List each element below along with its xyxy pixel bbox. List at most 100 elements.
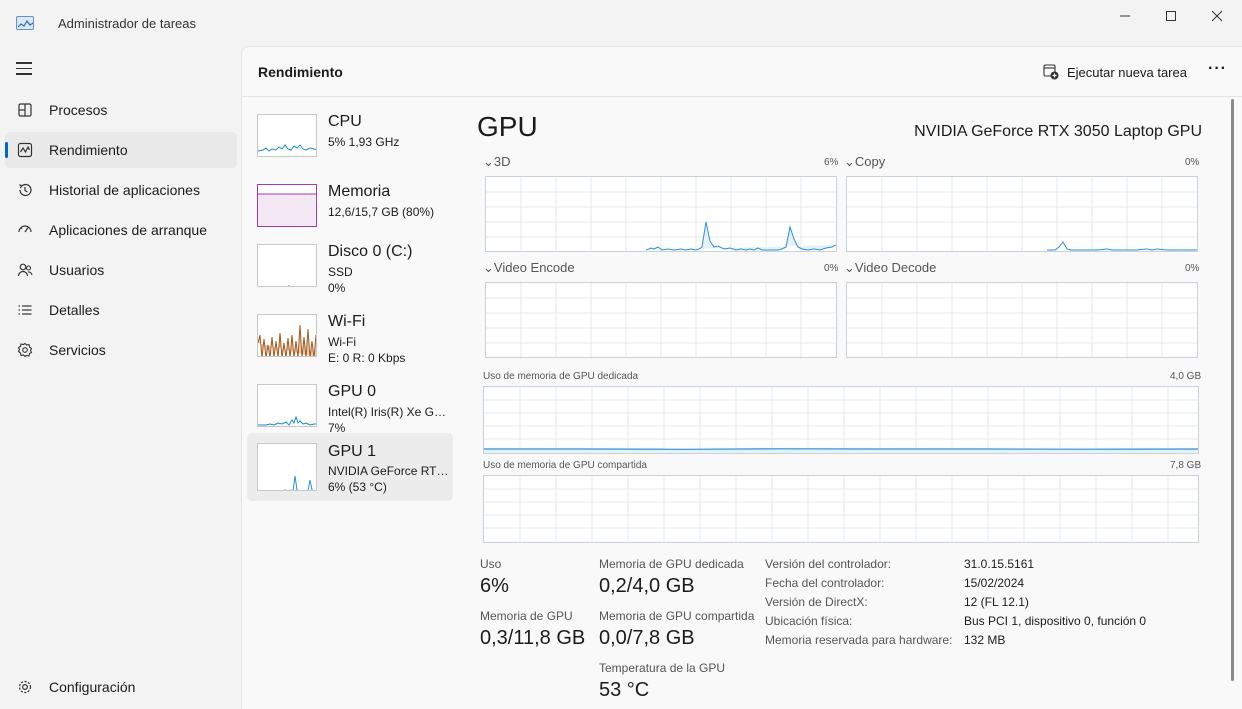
sidebar-item-label: Servicios xyxy=(49,342,106,358)
device-memory[interactable]: Memoria 12,6/15,7 GB (80%) xyxy=(247,172,453,240)
cpu-thumbnail-graph xyxy=(257,114,317,157)
dedicated-memory-stat-label: Memoria de GPU dedicada xyxy=(599,557,744,571)
engine-video-decode-pct: 0% xyxy=(1185,263,1200,274)
processes-icon xyxy=(16,101,34,119)
engine-label: Copy xyxy=(854,154,886,169)
engine-copy-svg xyxy=(847,177,1197,251)
more-options-button[interactable]: ··· xyxy=(1208,60,1227,77)
gpu-temperature-value: 53 °C xyxy=(599,679,650,701)
maximize-button[interactable] xyxy=(1148,0,1194,32)
sidebar-item-label: Historial de aplicaciones xyxy=(49,182,200,198)
shared-memory-stat-value: 0,0/7,8 GB xyxy=(599,627,695,649)
gpu1-thumbnail-graph xyxy=(257,443,317,491)
driver-date-label: Fecha del controlador: xyxy=(765,576,885,590)
sidebar-item-label: Procesos xyxy=(49,102,108,118)
device-cpu[interactable]: CPU 5% 1,93 GHz xyxy=(247,102,453,170)
close-button[interactable] xyxy=(1194,0,1240,32)
engine-3d-graph xyxy=(485,176,837,252)
engine-label: 3D xyxy=(493,154,511,169)
dedicated-memory-graph xyxy=(483,386,1199,454)
device-usage: 0% xyxy=(328,281,346,295)
engine-label: Video Decode xyxy=(854,260,937,275)
sidebar-item-performance[interactable]: Rendimiento xyxy=(5,132,237,168)
settings-label: Configuración xyxy=(49,679,136,695)
dedicated-memory-svg xyxy=(484,387,1198,453)
usage-label: Uso xyxy=(480,557,502,571)
minimize-button[interactable] xyxy=(1102,0,1148,32)
scrollbar-thumb[interactable] xyxy=(1231,99,1234,681)
run-task-icon xyxy=(1043,64,1059,80)
gpu-model-name: NVIDIA GeForce RTX 3050 Laptop GPU xyxy=(914,123,1202,140)
shared-memory-stat-label: Memoria de GPU compartida xyxy=(599,609,755,623)
device-disk[interactable]: Disco 0 (C:) SSD 0% xyxy=(247,232,453,300)
device-usage: 6% (53 °C) xyxy=(328,480,387,494)
details-icon xyxy=(16,301,34,319)
page-header: Rendimiento Ejecutar nueva tarea ··· xyxy=(242,47,1242,97)
shared-memory-max: 7,8 GB xyxy=(1170,460,1202,471)
engine-video-encode-selector[interactable]: ⌄Video Encode xyxy=(483,260,575,276)
task-manager-app-icon xyxy=(16,16,34,30)
dedicated-memory-max: 4,0 GB xyxy=(1170,371,1202,382)
hardware-reserved-memory-value: 132 MB xyxy=(964,633,1006,647)
engine-video-encode-svg xyxy=(486,283,836,357)
wifi-thumbnail-graph xyxy=(257,314,317,357)
shared-memory-svg xyxy=(484,476,1198,542)
hardware-reserved-memory-label: Memoria reservada para hardware: xyxy=(765,633,953,647)
chevron-down-icon: ⌄ xyxy=(483,154,494,169)
device-wifi[interactable]: Wi-Fi Wi-Fi E: 0 R: 0 Kbps xyxy=(247,302,453,370)
dedicated-memory-stat-value: 0,2/4,0 GB xyxy=(599,575,695,597)
physical-location-value: Bus PCI 1, dispositivo 0, función 0 xyxy=(964,614,1147,628)
performance-panel: Rendimiento Ejecutar nueva tarea ··· CPU… xyxy=(241,46,1242,709)
history-icon xyxy=(16,181,34,199)
detail-title: GPU xyxy=(477,111,538,142)
sidebar-item-app-history[interactable]: Historial de aplicaciones xyxy=(5,172,237,208)
run-task-label: Ejecutar nueva tarea xyxy=(1067,64,1187,80)
device-detail: 5% 1,93 GHz xyxy=(328,135,400,149)
sidebar-item-label: Usuarios xyxy=(49,262,105,278)
device-detail: 12,6/15,7 GB (80%) xyxy=(328,205,435,219)
device-name: Memoria xyxy=(328,183,391,200)
engine-video-decode-selector[interactable]: ⌄Video Decode xyxy=(844,260,936,276)
device-detail: NVIDIA GeForce RTX 3050 Laptop GPU xyxy=(328,464,450,478)
sidebar-item-details[interactable]: Detalles xyxy=(5,292,237,328)
page-title: Rendimiento xyxy=(258,64,343,80)
device-name: CPU xyxy=(328,113,362,130)
driver-version-value: 31.0.15.5161 xyxy=(964,557,1035,571)
run-new-task-button[interactable]: Ejecutar nueva tarea xyxy=(1043,62,1187,82)
window-title: Administrador de tareas xyxy=(58,16,197,31)
device-usage: 7% xyxy=(328,421,346,435)
settings-gear-icon xyxy=(16,678,34,696)
engine-copy-selector[interactable]: ⌄Copy xyxy=(844,154,885,170)
device-name: Wi-Fi xyxy=(328,313,366,330)
sidebar-item-settings[interactable]: Configuración xyxy=(5,669,237,705)
engine-3d-selector[interactable]: ⌄3D xyxy=(483,154,511,170)
device-name: GPU 1 xyxy=(328,443,377,460)
engine-3d-pct: 6% xyxy=(824,157,839,168)
maximize-icon xyxy=(1166,11,1176,21)
chevron-down-icon: ⌄ xyxy=(483,260,494,275)
sidebar-item-processes[interactable]: Procesos xyxy=(5,92,237,128)
disk-thumbnail-graph xyxy=(257,244,317,287)
engine-copy-graph xyxy=(846,176,1198,252)
performance-icon xyxy=(16,141,34,159)
chevron-down-icon: ⌄ xyxy=(844,154,855,169)
chevron-down-icon: ⌄ xyxy=(844,260,855,275)
physical-location-label: Ubicación física: xyxy=(765,614,853,628)
engine-3d-svg xyxy=(486,177,836,251)
device-name: Disco 0 (C:) xyxy=(328,243,413,260)
device-detail: Intel(R) Iris(R) Xe Graphics xyxy=(328,405,450,419)
sidebar-item-users[interactable]: Usuarios xyxy=(5,252,237,288)
sidebar-item-services[interactable]: Servicios xyxy=(5,332,237,368)
gpu0-thumbnail-graph xyxy=(257,384,317,427)
device-gpu-1[interactable]: GPU 1 NVIDIA GeForce RTX 3050 Laptop GPU… xyxy=(247,433,453,501)
sidebar-item-startup-apps[interactable]: Aplicaciones de arranque xyxy=(5,212,237,248)
users-icon xyxy=(16,261,34,279)
device-detail: SSD xyxy=(328,265,353,279)
sidebar-nav: Procesos Rendimiento Historial de aplica… xyxy=(0,46,241,709)
hamburger-menu-icon[interactable] xyxy=(16,62,34,76)
usage-value: 6% xyxy=(480,575,509,597)
vertical-scrollbar[interactable] xyxy=(1230,99,1235,705)
device-gpu-0[interactable]: GPU 0 Intel(R) Iris(R) Xe Graphics 7% xyxy=(247,372,453,440)
engine-label: Video Encode xyxy=(493,260,575,275)
title-bar: Administrador de tareas xyxy=(0,0,1242,46)
